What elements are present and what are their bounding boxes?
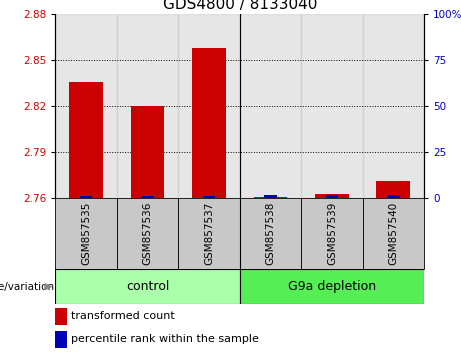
FancyBboxPatch shape	[55, 198, 117, 269]
FancyBboxPatch shape	[178, 198, 240, 269]
Bar	[117, 14, 178, 198]
Bar	[254, 197, 287, 198]
FancyBboxPatch shape	[301, 198, 363, 269]
FancyBboxPatch shape	[55, 269, 240, 304]
Bar	[326, 195, 338, 198]
Title: GDS4800 / 8133040: GDS4800 / 8133040	[163, 0, 317, 12]
Bar	[55, 308, 67, 325]
Bar	[130, 106, 165, 198]
Bar	[264, 195, 277, 198]
Text: GSM857536: GSM857536	[142, 202, 153, 265]
Text: genotype/variation: genotype/variation	[0, 282, 54, 292]
Bar	[142, 196, 154, 198]
Bar	[377, 181, 410, 198]
Text: GSM857538: GSM857538	[266, 202, 276, 265]
Text: GSM857535: GSM857535	[81, 202, 91, 265]
Bar	[203, 196, 215, 198]
Bar	[315, 194, 349, 198]
FancyBboxPatch shape	[240, 198, 301, 269]
Bar	[192, 48, 226, 198]
FancyBboxPatch shape	[240, 269, 424, 304]
Bar	[363, 14, 424, 198]
Text: control: control	[126, 280, 169, 293]
Text: GSM857539: GSM857539	[327, 202, 337, 265]
Bar	[178, 14, 240, 198]
Bar	[55, 331, 67, 348]
Bar	[55, 14, 117, 198]
FancyBboxPatch shape	[363, 198, 424, 269]
Text: GSM857537: GSM857537	[204, 202, 214, 265]
Text: G9a depletion: G9a depletion	[288, 280, 376, 293]
Bar	[240, 14, 301, 198]
Bar	[69, 82, 103, 198]
FancyBboxPatch shape	[117, 198, 178, 269]
Text: GSM857540: GSM857540	[388, 202, 398, 265]
Bar	[80, 196, 92, 198]
Text: transformed count: transformed count	[71, 312, 175, 321]
Text: percentile rank within the sample: percentile rank within the sample	[71, 335, 260, 344]
Bar	[301, 14, 363, 198]
Bar	[387, 195, 400, 198]
